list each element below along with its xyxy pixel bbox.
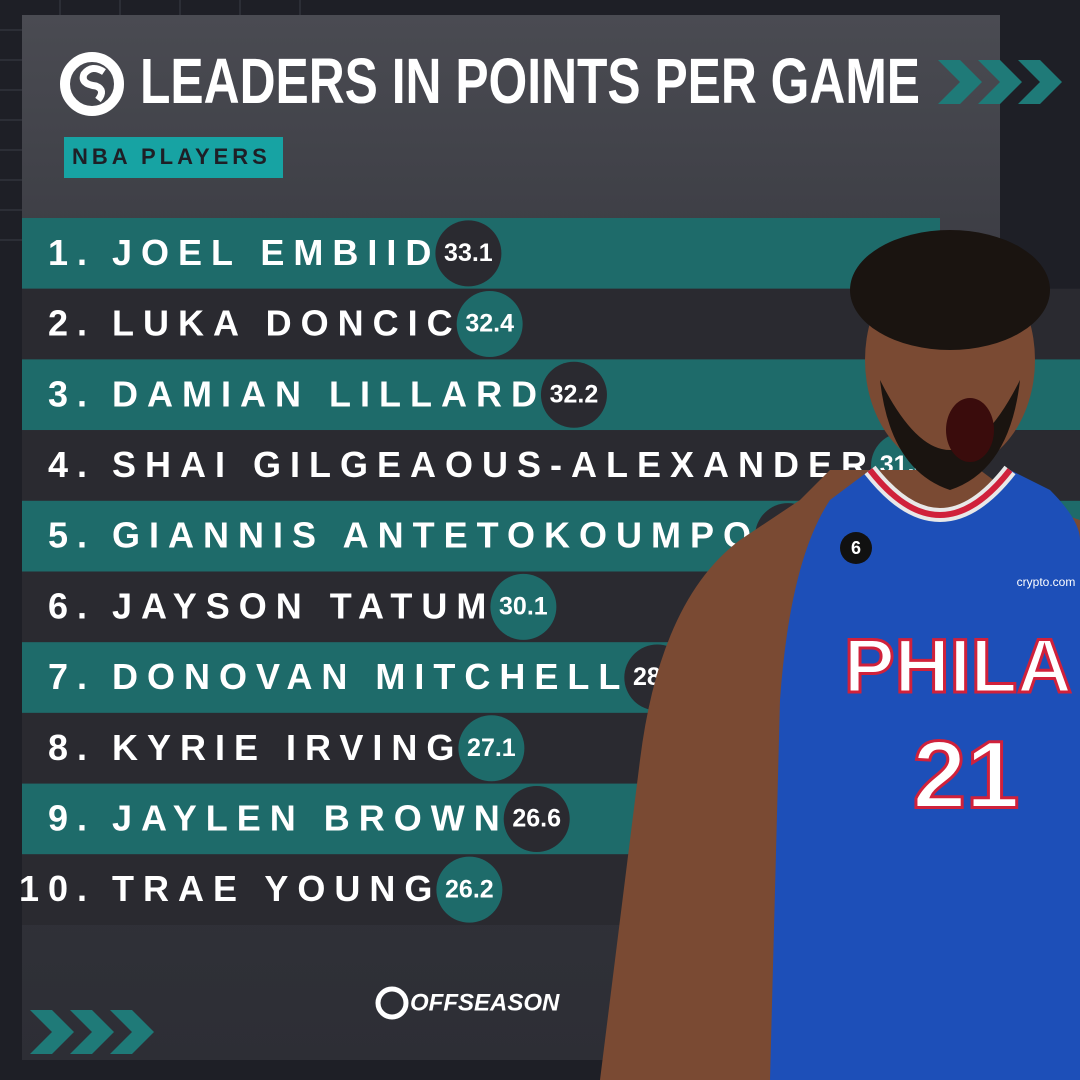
subtitle: NBA PLAYERS [72,144,271,169]
rank: 5. [48,515,96,556]
footer-logo [375,986,409,1020]
value: 32.4 [465,310,514,338]
rank: 6. [48,585,96,626]
value: 32.2 [550,380,599,408]
sponsor: crypto.com [1017,575,1076,589]
player-name: TRAE YOUNG [112,868,441,909]
rank: 9. [48,797,96,838]
player-name: LUKA DONCIC [112,303,462,344]
rank: 1. [48,232,96,273]
subtitle-box [64,137,283,178]
value-badge [436,856,503,923]
value: 26.6 [512,805,561,833]
rank: 4. [48,444,96,485]
player-name: DAMIAN LILLARD [112,373,546,414]
value-badge [458,715,525,782]
title: LEADERS IN POINTS PER GAME [140,45,920,117]
player-name: KYRIE IRVING [112,727,463,768]
value-badge [490,573,557,640]
value-badge [456,291,523,358]
value: 26.2 [445,875,494,903]
jersey-number: 21 [913,721,1020,828]
patch [840,532,872,564]
jersey-team: PHILA [844,624,1072,709]
value-badge [540,361,607,428]
player-name: GIANNIS ANTETOKOUMPO [112,515,760,556]
grid-decoration [0,0,301,241]
rank: 3. [48,373,96,414]
value-badge [435,220,502,287]
rank: 2. [48,303,96,344]
value: 33.1 [444,239,493,267]
value-badge [503,785,570,852]
player-photo: PHILA 21 6 crypto.com [600,230,1080,1080]
player-name: JAYSON TATUM [112,585,495,626]
rank: 8. [48,727,96,768]
patch-number: 6 [851,538,861,558]
player-name: JAYLEN BROWN [112,797,509,838]
value: 27.1 [467,734,516,762]
chevrons-top [938,60,1062,104]
rank: 10. [19,868,96,909]
player-name: JOEL EMBIID [112,232,440,273]
footer-brand: OFFSEASON [410,989,560,1016]
rank: 7. [48,656,96,697]
player-name: SHAI GILGEAOUS-ALEXANDER [112,444,876,485]
value: 30.1 [499,592,548,620]
chevrons-bottom [30,1010,154,1054]
logo [60,52,124,116]
player-name: DONOVAN MITCHELL [112,656,629,697]
